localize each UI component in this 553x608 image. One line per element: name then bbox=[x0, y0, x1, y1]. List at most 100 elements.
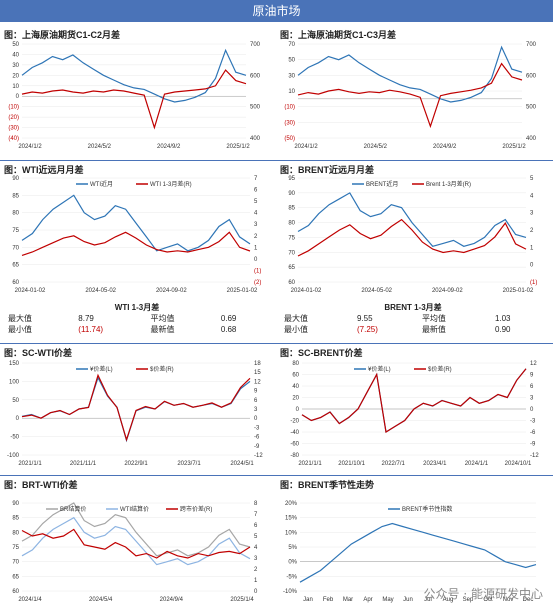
x-tick-label: 2021/11/1 bbox=[70, 461, 97, 467]
y-tick-label: 5% bbox=[288, 545, 297, 551]
stat-label: 最新值 bbox=[150, 325, 175, 334]
y2-tick-label: 7 bbox=[254, 512, 258, 518]
stat-value: 9.55 bbox=[357, 314, 373, 323]
legend-label: 跨市价差(R) bbox=[180, 505, 212, 513]
y-tick-label: 10 bbox=[12, 84, 19, 90]
x-tick-label: Jun bbox=[403, 597, 413, 603]
x-tick-label: 2022/7/1 bbox=[382, 461, 406, 467]
y2-tick-label: 2 bbox=[530, 228, 534, 234]
y-tick-label: (30) bbox=[8, 126, 19, 132]
panel-title-brt-wti: 图：BRT-WTI价差 bbox=[4, 480, 78, 490]
y2-tick-label: 5 bbox=[254, 199, 258, 205]
y-tick-label: 65 bbox=[12, 574, 19, 580]
y2-tick-label: 400 bbox=[250, 136, 261, 142]
y-tick-label: (10) bbox=[284, 105, 295, 111]
x-tick-label: 2024/5/2 bbox=[88, 144, 112, 150]
y2-tick-label: 5 bbox=[254, 534, 258, 540]
y2-tick-label: (2) bbox=[254, 280, 261, 286]
x-tick-label: 2023/4/1 bbox=[423, 461, 447, 467]
stat-value: (11.74) bbox=[78, 325, 104, 334]
y2-tick-label: 9 bbox=[530, 373, 534, 379]
y-tick-label: 40 bbox=[292, 384, 299, 390]
panel-title-brent-seasonal: 图：BRENT季节性走势 bbox=[280, 480, 374, 490]
legend-label: $价差(R) bbox=[428, 365, 452, 373]
y2-tick-label: 3 bbox=[530, 396, 534, 402]
y-tick-label: (40) bbox=[8, 136, 19, 142]
legend-label: WTI 1-3月差(R) bbox=[150, 180, 192, 188]
y2-tick-label: (1) bbox=[530, 280, 537, 286]
y-tick-label: (30) bbox=[284, 120, 295, 126]
y-tick-label: (20) bbox=[8, 115, 19, 121]
x-tick-label: Oct bbox=[483, 597, 493, 603]
panel-title-sc-c1c3: 图：上海原油期货C1-C3月差 bbox=[280, 30, 397, 40]
stat-label: 最大值 bbox=[8, 314, 32, 323]
y-tick-label: 30 bbox=[12, 63, 19, 69]
y-tick-label: 20% bbox=[285, 501, 298, 507]
panel-title-sc-wti: 图：SC-WTI价差 bbox=[4, 348, 72, 358]
stat-label: 平均值 bbox=[150, 314, 175, 323]
x-tick-label: 2024/5/2 bbox=[364, 144, 388, 150]
y2-tick-label: 7 bbox=[254, 176, 258, 182]
series-line bbox=[301, 368, 527, 433]
y-tick-label: 70 bbox=[288, 250, 295, 256]
chart-brent-spread: 95 90 85 80 75 70 65 60 5 4 3 2 1 0 (1) 2024-01-02 2024-… bbox=[288, 176, 537, 294]
x-tick-label: 2024-09-02 bbox=[432, 288, 463, 294]
x-tick-label: Mar bbox=[343, 597, 353, 603]
series-line bbox=[21, 502, 251, 557]
x-tick-label: 2025/1/2 bbox=[502, 144, 526, 150]
x-tick-label: Aug bbox=[443, 597, 454, 603]
panel-title-sc-c1c2: 图：上海原油期货C1-C2月差 bbox=[4, 30, 121, 40]
y2-tick-label: -9 bbox=[254, 444, 260, 450]
watermark: 公众号 · 能源研发中心 bbox=[423, 587, 543, 601]
y-tick-label: 0 bbox=[16, 94, 20, 100]
chart-sc-wti: 150 100 50 0 -50 -100 18 15 12 9 6 3 0 -3 -6 -9 -12 2021/… bbox=[7, 361, 263, 467]
y-tick-label: 15% bbox=[285, 516, 298, 522]
y2-tick-label: 1 bbox=[254, 245, 258, 251]
y2-tick-label: -3 bbox=[254, 425, 260, 431]
stat-label: 平均值 bbox=[421, 314, 446, 323]
x-tick-label: 2024/1/2 bbox=[294, 144, 318, 150]
x-tick-label: 2024-01-02 bbox=[15, 288, 46, 294]
y2-tick-label: 0 bbox=[254, 257, 258, 263]
section-banner: 原油市场 bbox=[0, 0, 553, 22]
y2-tick-label: 0 bbox=[530, 263, 534, 269]
x-tick-label: 2024/5/4 bbox=[89, 597, 113, 603]
series-line bbox=[21, 528, 251, 559]
y-tick-label: 40 bbox=[12, 52, 19, 58]
y-tick-label: 70 bbox=[12, 560, 19, 566]
y-tick-label: -20 bbox=[290, 419, 299, 425]
x-tick-label: 2024/9/2 bbox=[157, 144, 181, 150]
y2-tick-label: 4 bbox=[530, 193, 534, 199]
stat-label: 最新值 bbox=[421, 325, 446, 334]
series-line bbox=[21, 376, 251, 443]
y-tick-label: 150 bbox=[9, 361, 20, 367]
y2-tick-label: 700 bbox=[526, 42, 537, 48]
y2-tick-label: (1) bbox=[254, 268, 261, 274]
y2-tick-label: 9 bbox=[254, 389, 258, 395]
y-tick-label: 60 bbox=[288, 280, 295, 286]
stat-value: 0.90 bbox=[494, 325, 511, 334]
stat-value: 1.03 bbox=[494, 314, 511, 323]
y-tick-label: 60 bbox=[292, 373, 299, 379]
y-tick-label: 10 bbox=[288, 89, 295, 95]
y-tick-label: (50) bbox=[284, 136, 295, 142]
y2-tick-label: 1 bbox=[530, 245, 534, 251]
x-tick-label: 2021/10/1 bbox=[338, 461, 365, 467]
y-tick-label: -40 bbox=[290, 430, 299, 436]
y2-tick-label: 3 bbox=[254, 556, 258, 562]
divider-3 bbox=[0, 475, 553, 476]
y2-tick-label: 2 bbox=[254, 234, 258, 240]
chart-sc-brent: 80 60 40 20 0 -20 -40 -60 -80 12 9 6 3 0 -3 -6 -9 -12 2021… bbox=[290, 361, 539, 467]
y2-tick-label: 400 bbox=[526, 136, 537, 142]
y-tick-label: 75 bbox=[12, 228, 19, 234]
panel-title-sc-brent: 图：SC-BRENT价差 bbox=[280, 348, 363, 358]
legend-label: BR结算价 bbox=[60, 505, 86, 513]
series-line bbox=[297, 62, 523, 129]
y-tick-label: 50 bbox=[12, 42, 19, 48]
y2-tick-label: -9 bbox=[530, 442, 536, 448]
legend-label: WTI近月 bbox=[90, 180, 113, 188]
x-tick-label: 2024/1/2 bbox=[18, 144, 42, 150]
y-tick-label: 80 bbox=[288, 221, 295, 227]
y-tick-label: (10) bbox=[8, 105, 19, 111]
